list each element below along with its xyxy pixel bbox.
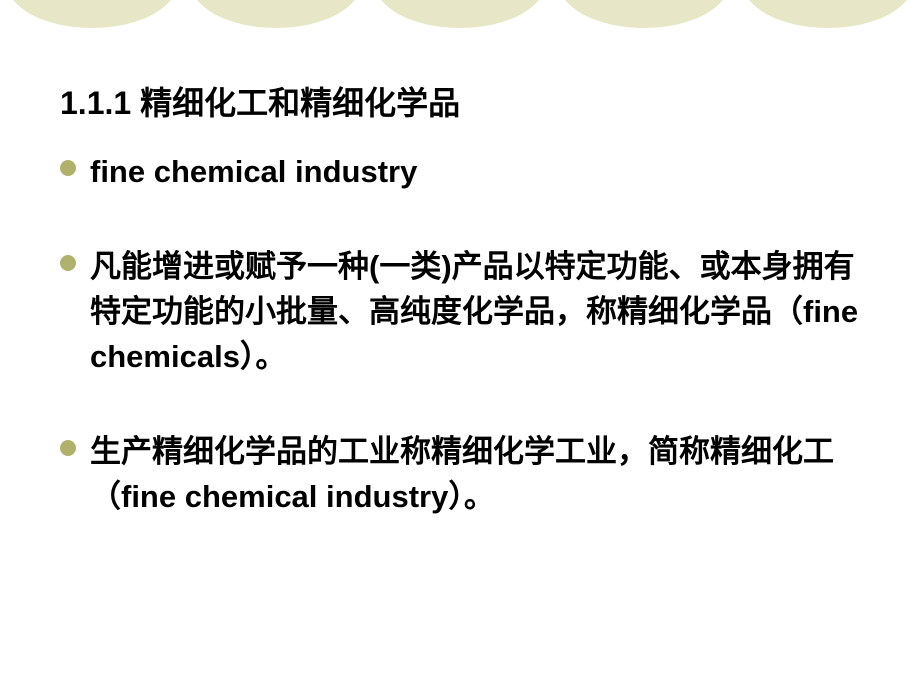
bullet-icon	[60, 440, 76, 456]
list-item: fine chemical industry	[60, 150, 880, 195]
decorative-arcs	[0, 0, 920, 70]
slide: 1.1.1 精细化工和精细化学品 fine chemical industry …	[0, 0, 920, 690]
slide-title: 1.1.1 精细化工和精细化学品	[60, 78, 460, 124]
bullet-text: 生产精细化学品的工业称精细化学工业，简称精细化工（fine chemical i…	[90, 430, 880, 520]
bullet-text: 凡能增进或赋予一种(一类)产品以特定功能、或本身拥有特定功能的小批量、高纯度化学…	[90, 245, 880, 380]
list-item: 生产精细化学品的工业称精细化学工业，简称精细化工（fine chemical i…	[60, 430, 880, 520]
bullet-icon	[60, 255, 76, 271]
list-item: 凡能增进或赋予一种(一类)产品以特定功能、或本身拥有特定功能的小批量、高纯度化学…	[60, 245, 880, 380]
bullet-text: fine chemical industry	[90, 150, 417, 195]
bullet-icon	[60, 160, 76, 176]
slide-body: fine chemical industry 凡能增进或赋予一种(一类)产品以特…	[60, 150, 880, 570]
